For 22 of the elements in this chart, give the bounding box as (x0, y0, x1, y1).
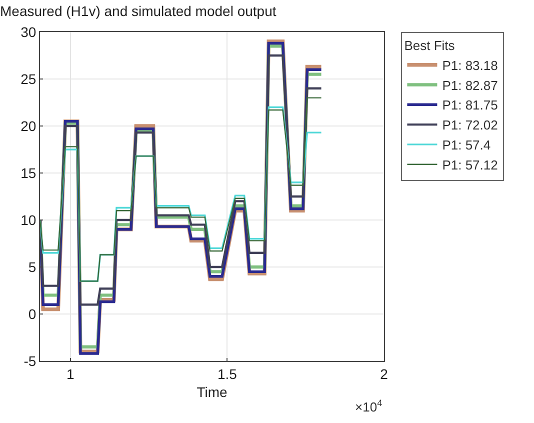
legend-label: P1: 72.02 (442, 118, 498, 133)
x-tick-label: 1.5 (217, 366, 238, 382)
y-tick-label: 30 (20, 24, 36, 40)
chart-title: Measured (H1v) and simulated model output (0, 3, 276, 20)
y-tick-label: -5 (24, 352, 36, 369)
x-tick-label: 2 (380, 366, 388, 382)
y-tick-label: 5 (28, 258, 36, 275)
legend-label: P1: 57.12 (442, 157, 498, 172)
text: ×10$^{4}$ (355, 398, 382, 414)
line-series (40, 54, 322, 306)
y-tick-label: 20 (20, 118, 36, 134)
legend-label: P1: 82.87 (442, 78, 498, 93)
y-tick-label: 0 (28, 306, 36, 322)
x-axis-title: Time (196, 384, 228, 400)
legend-label: P1: 81.75 (442, 98, 498, 113)
legend-label: P1: 83.18 (442, 58, 498, 73)
x-tick-label: 1 (66, 366, 75, 382)
y-tick-label: 15 (20, 164, 36, 181)
y-tick-label: 10 (20, 212, 36, 228)
legend-label: P1: 57.4 (442, 138, 491, 153)
y-tick-label: 25 (20, 70, 36, 87)
legend-title: Best Fits (404, 38, 456, 53)
